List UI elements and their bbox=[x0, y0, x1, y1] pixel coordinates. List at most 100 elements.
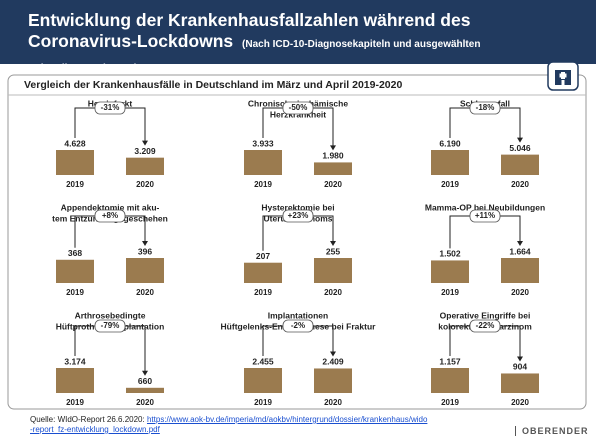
x-tick-label: 2019 bbox=[254, 288, 272, 297]
x-tick-label: 2020 bbox=[511, 398, 529, 407]
chart-title: Operative Eingriffe bei bbox=[440, 310, 531, 320]
subtitle: (Nach ICD-10-Diagnosekapiteln und ausgew… bbox=[28, 39, 481, 74]
chart-title: Hysterektomie bei bbox=[261, 202, 334, 212]
bar bbox=[314, 258, 352, 283]
bar bbox=[244, 150, 282, 175]
change-box bbox=[282, 319, 314, 333]
arrow-head bbox=[517, 137, 523, 143]
change-box bbox=[469, 101, 501, 115]
change-label: -18% bbox=[476, 103, 495, 112]
panel-frame bbox=[7, 74, 587, 410]
x-tick-label: 2019 bbox=[441, 398, 459, 407]
value-label: 6.190 bbox=[439, 138, 461, 148]
value-label: 368 bbox=[68, 248, 82, 258]
change-label: +23% bbox=[288, 211, 309, 220]
hospital-icon bbox=[547, 61, 579, 91]
value-label: 1.980 bbox=[322, 151, 344, 161]
bar bbox=[56, 150, 94, 175]
x-tick-label: 2020 bbox=[136, 180, 154, 189]
bar bbox=[56, 368, 94, 393]
source-link[interactable]: https://www.aok-bv.de/imperia/md/aokbv/h… bbox=[30, 415, 428, 434]
change-box bbox=[94, 209, 126, 223]
chart-title: Mamma-OP bei Neubildungen bbox=[425, 202, 545, 212]
arrow-head bbox=[330, 241, 336, 246]
header-bar: Entwicklung der Krankenhausfallzahlen wä… bbox=[0, 0, 596, 74]
brand: OBERENDER bbox=[515, 426, 589, 436]
change-box bbox=[282, 209, 314, 223]
value-label: 1.664 bbox=[509, 246, 531, 256]
value-label: 255 bbox=[326, 246, 340, 256]
x-tick-label: 2019 bbox=[66, 398, 84, 407]
bar bbox=[501, 258, 539, 283]
bar bbox=[56, 259, 94, 283]
change-box bbox=[282, 101, 314, 115]
change-box bbox=[94, 101, 126, 115]
arrow-head bbox=[142, 140, 148, 146]
change-label: -31% bbox=[101, 103, 120, 112]
value-label: 3.209 bbox=[134, 146, 156, 156]
footer: Quelle: WIdO-Report 26.6.2020: https://w… bbox=[30, 415, 430, 435]
change-label: -2% bbox=[291, 321, 305, 330]
value-label: 904 bbox=[513, 362, 527, 372]
bar bbox=[431, 150, 469, 175]
change-label: +11% bbox=[475, 211, 495, 220]
value-label: 660 bbox=[138, 376, 152, 386]
change-box bbox=[94, 319, 126, 333]
bar bbox=[314, 162, 352, 175]
bar bbox=[126, 387, 164, 393]
value-label: 2.455 bbox=[252, 356, 274, 366]
x-tick-label: 2019 bbox=[66, 288, 84, 297]
x-tick-label: 2019 bbox=[254, 398, 272, 407]
bar bbox=[431, 260, 469, 283]
value-label: 207 bbox=[256, 251, 270, 261]
change-box bbox=[469, 319, 501, 333]
x-tick-label: 2020 bbox=[511, 288, 529, 297]
x-tick-label: 2020 bbox=[136, 288, 154, 297]
bar bbox=[501, 373, 539, 393]
value-label: 3.174 bbox=[64, 356, 86, 366]
x-tick-label: 2019 bbox=[441, 288, 459, 297]
x-tick-label: 2020 bbox=[324, 288, 342, 297]
change-label: -79% bbox=[101, 321, 120, 330]
chart-title: Arthrosebedingte bbox=[75, 310, 146, 320]
header: Entwicklung der Krankenhausfallzahlen wä… bbox=[28, 10, 573, 79]
arrow-head bbox=[330, 351, 336, 357]
value-label: 5.046 bbox=[509, 143, 531, 153]
change-box bbox=[469, 209, 501, 223]
value-label: 4.628 bbox=[64, 138, 86, 148]
x-tick-label: 2020 bbox=[511, 180, 529, 189]
value-label: 396 bbox=[138, 246, 152, 256]
value-label: 3.933 bbox=[252, 138, 274, 148]
bar bbox=[126, 157, 164, 175]
x-tick-label: 2020 bbox=[324, 180, 342, 189]
arrow-head bbox=[517, 356, 523, 362]
arrow-head bbox=[142, 241, 148, 246]
x-tick-label: 2019 bbox=[254, 180, 272, 189]
chart-title: Implantationen bbox=[268, 310, 328, 320]
change-label: +8% bbox=[102, 211, 118, 220]
value-label: 1.502 bbox=[439, 249, 461, 259]
x-tick-label: 2020 bbox=[136, 398, 154, 407]
change-label: -22% bbox=[476, 321, 495, 330]
title: Entwicklung der Krankenhausfallzahlen wä… bbox=[28, 10, 471, 51]
source: Quelle: WIdO-Report 26.6.2020: bbox=[30, 415, 145, 424]
x-tick-label: 2019 bbox=[441, 180, 459, 189]
change-label: -50% bbox=[289, 103, 308, 112]
chart-title: Appendektomie mit aku- bbox=[61, 202, 160, 212]
value-label: 1.157 bbox=[439, 356, 461, 366]
x-tick-label: 2019 bbox=[66, 180, 84, 189]
arrow-head bbox=[142, 370, 148, 376]
arrow-head bbox=[517, 241, 523, 246]
bar bbox=[431, 368, 469, 393]
bar bbox=[126, 258, 164, 283]
bar bbox=[244, 262, 282, 283]
panel-heading: Vergleich der Krankenhausfälle in Deutsc… bbox=[24, 79, 402, 91]
bar bbox=[244, 368, 282, 393]
x-tick-label: 2020 bbox=[324, 398, 342, 407]
value-label: 2.409 bbox=[322, 357, 344, 367]
bar bbox=[314, 368, 352, 393]
arrow-head bbox=[330, 145, 336, 151]
bar bbox=[501, 154, 539, 175]
